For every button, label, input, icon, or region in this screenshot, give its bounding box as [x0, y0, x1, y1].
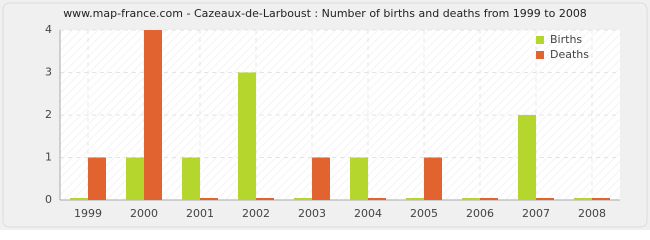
chart-title: www.map-france.com - Cazeaux-de-Larboust… — [63, 7, 587, 20]
y-tick-label: 3 — [45, 66, 52, 79]
chart: www.map-france.com - Cazeaux-de-Larboust… — [0, 0, 650, 230]
bar — [294, 198, 312, 200]
bar — [518, 115, 536, 200]
bar — [144, 30, 162, 200]
y-tick-label: 2 — [45, 108, 52, 121]
bar — [536, 198, 554, 200]
legend-swatch — [536, 36, 544, 44]
bar — [368, 198, 386, 200]
legend-label: Births — [550, 33, 582, 46]
bar — [238, 72, 256, 200]
bar — [200, 198, 218, 200]
bar — [70, 198, 88, 200]
x-tick-label: 2000 — [130, 207, 158, 220]
x-tick-label: 2007 — [522, 207, 550, 220]
x-tick-label: 2002 — [242, 207, 270, 220]
bar — [256, 198, 274, 200]
bar — [88, 157, 106, 200]
legend-swatch — [536, 51, 544, 59]
bar — [480, 198, 498, 200]
y-tick-label: 4 — [45, 23, 52, 36]
legend-label: Deaths — [550, 48, 589, 61]
x-tick-label: 2003 — [298, 207, 326, 220]
bar — [462, 198, 480, 200]
bar — [126, 157, 144, 200]
bar — [592, 198, 610, 200]
x-tick-label: 2005 — [410, 207, 438, 220]
bar — [574, 198, 592, 200]
y-tick-label: 0 — [45, 193, 52, 206]
bar — [424, 157, 442, 200]
x-tick-label: 2008 — [578, 207, 606, 220]
x-tick-label: 1999 — [74, 207, 102, 220]
x-tick-label: 2006 — [466, 207, 494, 220]
bar — [182, 157, 200, 200]
bar — [406, 198, 424, 200]
bar — [350, 157, 368, 200]
x-tick-label: 2001 — [186, 207, 214, 220]
y-tick-label: 1 — [45, 151, 52, 164]
bar — [312, 157, 330, 200]
x-tick-label: 2004 — [354, 207, 382, 220]
